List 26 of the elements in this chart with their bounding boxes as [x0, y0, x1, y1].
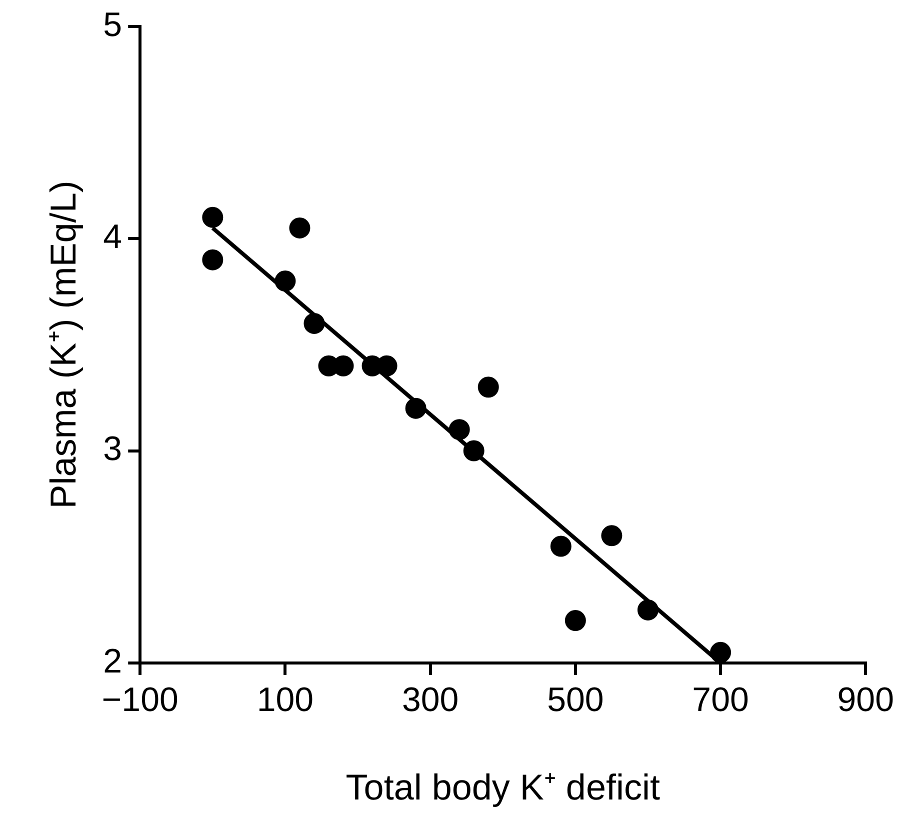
point	[289, 217, 310, 238]
point	[202, 249, 224, 270]
point	[710, 642, 732, 663]
y-tick-label: 2	[103, 642, 122, 680]
point	[448, 419, 470, 440]
y-axis-title: Plasma (K⁺) (mEq/L)	[42, 180, 84, 509]
point	[274, 270, 296, 292]
point	[202, 206, 224, 228]
x-tick-label: −100	[102, 680, 178, 719]
x-axis-title: Total body K⁺ deficit	[346, 766, 660, 808]
point	[564, 610, 586, 632]
point	[637, 599, 658, 620]
point	[304, 312, 325, 334]
x-tick-label: 500	[547, 680, 604, 719]
x-tick-label: 100	[256, 680, 314, 719]
point	[478, 376, 499, 398]
point	[550, 536, 572, 557]
x-tick-label: 300	[402, 680, 459, 719]
y-tick-label: 3	[103, 430, 122, 468]
y-tick-label: 4	[103, 218, 122, 256]
x-tick-label: 700	[692, 680, 749, 719]
point	[463, 440, 484, 462]
point	[601, 525, 622, 546]
x-tick-label: 900	[837, 680, 894, 719]
y-tick-label: 5	[103, 6, 122, 44]
point	[405, 398, 426, 419]
